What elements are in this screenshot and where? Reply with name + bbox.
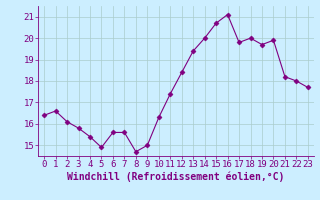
X-axis label: Windchill (Refroidissement éolien,°C): Windchill (Refroidissement éolien,°C) [67, 172, 285, 182]
